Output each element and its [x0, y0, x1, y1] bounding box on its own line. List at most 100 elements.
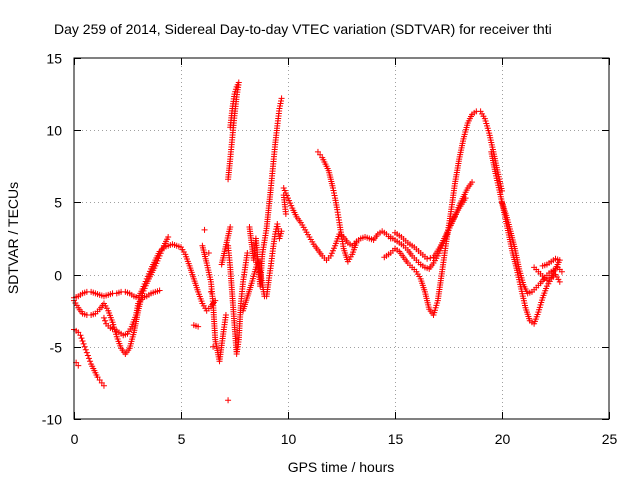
data-point — [278, 228, 285, 235]
data-point — [154, 257, 161, 264]
y-tick-label: -10 — [42, 412, 62, 428]
series-noisy-region — [246, 95, 289, 300]
data-point — [330, 187, 337, 194]
data-point — [195, 323, 202, 330]
data-point — [558, 268, 565, 275]
data-point — [227, 124, 234, 131]
y-tick-label: 15 — [46, 51, 62, 67]
series-evening-loop — [531, 255, 563, 284]
data-point — [222, 312, 229, 319]
x-tick-label: 25 — [602, 431, 618, 447]
series-isolated — [73, 359, 232, 404]
series-morning-negative — [71, 326, 107, 389]
data-point — [282, 210, 289, 217]
data-point — [100, 314, 107, 321]
data-point — [427, 254, 434, 261]
series-afternoon-1 — [381, 108, 505, 319]
data-point — [276, 105, 283, 112]
data-point — [227, 223, 234, 230]
y-tick-label: 0 — [54, 268, 62, 284]
data-point — [286, 197, 293, 204]
data-point — [283, 192, 290, 199]
data-point — [85, 355, 92, 362]
x-tick-label: 10 — [281, 431, 297, 447]
x-tick-label: 5 — [178, 431, 186, 447]
data-point — [84, 352, 91, 359]
y-axis-title: SDTVAR / TECUs — [5, 182, 21, 294]
data-point — [82, 346, 89, 353]
data-point — [276, 103, 283, 110]
data-point — [75, 362, 82, 369]
data-point — [159, 245, 166, 252]
data-point — [102, 317, 109, 324]
data-point — [282, 190, 289, 197]
data-point — [329, 247, 336, 254]
data-point — [328, 250, 335, 257]
data-point — [158, 247, 165, 254]
data-point — [327, 252, 334, 259]
data-point — [152, 262, 159, 269]
data-point — [81, 343, 88, 350]
data-point — [331, 190, 338, 197]
data-point — [207, 288, 214, 295]
data-point — [539, 262, 546, 269]
data-point — [155, 255, 162, 262]
series-main-morning — [71, 241, 219, 314]
series-midday-upper — [314, 148, 360, 265]
data-point — [280, 184, 287, 191]
data-point — [261, 293, 268, 300]
data-point — [165, 234, 172, 241]
data-point — [331, 245, 338, 252]
data-point — [153, 260, 160, 267]
y-tick-label: 5 — [54, 195, 62, 211]
data-point — [201, 226, 208, 233]
data-point — [83, 349, 90, 356]
data-point — [285, 195, 291, 202]
data-point — [287, 200, 294, 207]
data-point — [78, 335, 85, 342]
data-point — [424, 255, 431, 262]
data-point — [77, 332, 84, 339]
data-point — [210, 343, 217, 350]
series-morning-loop — [100, 287, 163, 339]
x-tick-label: 0 — [71, 431, 79, 447]
plot-frame — [73, 57, 610, 420]
data-point — [157, 250, 164, 257]
data-point — [140, 287, 147, 294]
series-spikes — [225, 79, 251, 358]
series-midday — [280, 184, 394, 264]
data-point — [556, 278, 563, 285]
data-point — [288, 202, 295, 209]
data-point — [156, 252, 163, 259]
data-point — [87, 358, 94, 365]
data-point — [281, 187, 288, 194]
series-evening-lower — [488, 148, 563, 327]
data-point — [469, 179, 476, 186]
chart-title: Day 259 of 2014, Sidereal Day-to-day VTE… — [54, 21, 552, 37]
y-tick-label: 10 — [46, 123, 62, 139]
data-point — [462, 195, 469, 202]
data-point — [141, 285, 148, 292]
data-point — [205, 249, 212, 256]
data-point — [79, 338, 86, 345]
series-evening — [499, 199, 565, 297]
x-tick-labels: 0 5 10 15 20 25 — [71, 431, 618, 447]
y-tick-labels: -10 -5 0 5 10 15 — [42, 51, 62, 428]
data-point — [142, 282, 149, 289]
series-morning-lower — [71, 234, 172, 358]
series-afternoon-3 — [392, 195, 469, 262]
y-tick-label: -5 — [50, 340, 63, 356]
data-point — [244, 249, 251, 256]
data-point — [278, 97, 285, 104]
data-point — [100, 382, 107, 389]
data-markers — [71, 79, 565, 404]
x-axis-title: GPS time / hours — [288, 459, 395, 475]
x-tick-label: 15 — [388, 431, 404, 447]
data-point — [80, 340, 87, 347]
data-point — [156, 287, 163, 294]
data-point — [353, 239, 360, 246]
data-point — [329, 184, 336, 191]
data-point — [331, 192, 338, 199]
data-point — [278, 95, 285, 102]
